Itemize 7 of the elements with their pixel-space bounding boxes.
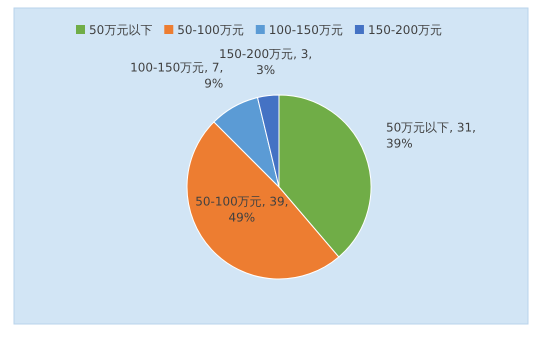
legend-label: 50-100万元 <box>177 23 244 37</box>
legend-label: 50万元以下 <box>89 23 152 37</box>
legend-label: 100-150万元 <box>268 23 343 37</box>
legend-label: 150-200万元 <box>368 23 442 37</box>
label: 50-100万元, 39, 49% <box>195 194 288 224</box>
label: 100-150万元, 7, 9% <box>130 60 224 91</box>
label: 50万元以下, 31, 39% <box>386 120 476 151</box>
